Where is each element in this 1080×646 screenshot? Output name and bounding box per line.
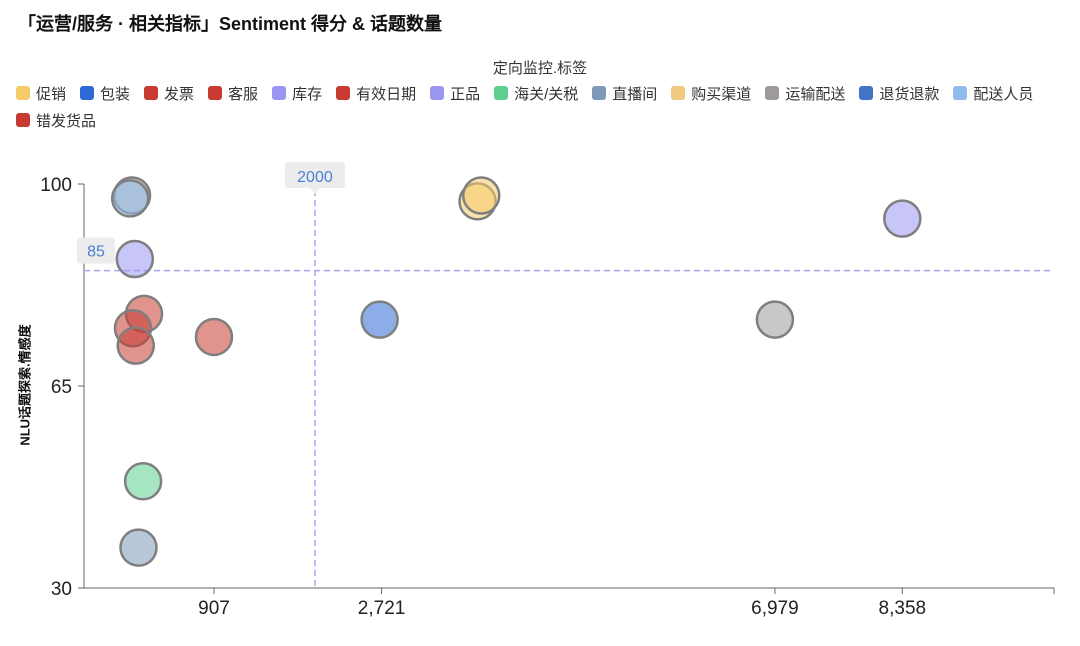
data-point xyxy=(755,300,795,339)
y-reference-label: 85 xyxy=(87,244,105,261)
legend-label: 错发货品 xyxy=(36,112,97,130)
y-reference-label-bg xyxy=(77,237,115,264)
legend-label: 直播间 xyxy=(612,85,658,103)
y-tick-label: 65 xyxy=(51,377,72,398)
data-point xyxy=(360,300,399,339)
legend-label: 退货退款 xyxy=(879,85,940,103)
legend-item[interactable]: 错发货品 xyxy=(16,109,96,131)
legend-item[interactable]: 直播间 xyxy=(592,82,657,104)
legend-swatch xyxy=(208,86,223,100)
x-tick-label: 2,721 xyxy=(358,598,406,619)
legend-label: 客服 xyxy=(228,85,259,103)
data-point xyxy=(116,326,155,365)
legend-item[interactable]: 退货退款 xyxy=(859,82,939,104)
data-point xyxy=(115,239,155,279)
x-tick-label: 6,979 xyxy=(751,598,799,619)
legend-swatch xyxy=(430,86,445,100)
legend-swatch xyxy=(272,86,287,100)
legend-label: 库存 xyxy=(292,85,323,103)
legend-title: 定向监控.标签 xyxy=(492,60,588,77)
legend-item[interactable]: 正品 xyxy=(430,82,480,104)
legend-label: 有效日期 xyxy=(356,85,417,103)
legend-item[interactable]: 客服 xyxy=(208,82,258,104)
legend-label: 发票 xyxy=(164,85,195,103)
chart-title: 「运营/服务 · 相关指标」Sentiment 得分 & 话题数量 xyxy=(18,14,443,34)
y-tick-label: 100 xyxy=(40,175,72,196)
legend-label: 促销 xyxy=(36,85,67,103)
data-point xyxy=(461,176,501,215)
legend-label: 配送人员 xyxy=(973,85,1034,103)
legend-swatch xyxy=(144,86,159,100)
x-tick-label: 8,358 xyxy=(879,598,927,619)
legend-swatch xyxy=(671,86,686,100)
legend-item[interactable]: 有效日期 xyxy=(336,82,416,104)
legend-label: 运输配送 xyxy=(785,85,846,103)
legend-swatch xyxy=(80,86,95,100)
legend-swatch xyxy=(953,86,968,100)
legend-item[interactable]: 发票 xyxy=(144,82,194,104)
legend-label: 包装 xyxy=(100,85,131,103)
legend-swatch xyxy=(16,113,30,127)
data-point xyxy=(110,179,150,218)
data-point xyxy=(119,528,158,567)
legend-item[interactable]: 海关/关税 xyxy=(494,82,578,104)
x-reference-label-bg xyxy=(284,162,345,188)
legend: 促销 包装 发票 客服 库存 有效日期 正品 海关/关税 直播间 购买渠道 运输配送 退货退款 配送人员… xyxy=(16,82,1066,131)
legend-swatch xyxy=(592,86,607,100)
legend-label: 正品 xyxy=(450,85,481,103)
legend-swatch xyxy=(336,86,351,100)
legend-item[interactable]: 购买渠道 xyxy=(671,82,751,104)
data-point xyxy=(883,199,922,238)
y-tick-label: 30 xyxy=(51,579,72,600)
legend-label: 海关/关税 xyxy=(514,85,579,103)
data-point xyxy=(123,461,163,501)
legend-item[interactable]: 促销 xyxy=(16,82,66,104)
x-tick-label: 907 xyxy=(198,598,230,619)
data-point xyxy=(194,317,234,357)
legend-swatch xyxy=(765,86,780,100)
legend-item[interactable]: 运输配送 xyxy=(765,82,845,104)
legend-item[interactable]: 配送人员 xyxy=(953,82,1033,104)
x-reference-label: 2000 xyxy=(297,169,333,186)
legend-item[interactable]: 包装 xyxy=(80,82,130,104)
legend-swatch xyxy=(494,86,509,100)
legend-label: 购买渠道 xyxy=(691,85,752,103)
legend-swatch xyxy=(16,86,30,100)
x-reference-label-pointer xyxy=(309,188,320,194)
legend-item[interactable]: 库存 xyxy=(272,82,322,104)
legend-swatch xyxy=(859,86,874,100)
